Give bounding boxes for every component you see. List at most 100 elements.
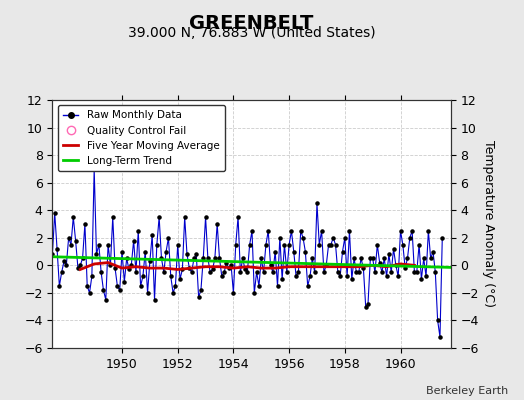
- Point: [232, 242, 240, 248]
- Point: [41, 259, 50, 266]
- Point: [320, 269, 328, 276]
- Point: [427, 255, 435, 262]
- Point: [391, 262, 400, 268]
- Point: [299, 234, 307, 241]
- Point: [225, 265, 233, 271]
- Point: [357, 255, 365, 262]
- Point: [436, 334, 444, 340]
- Point: [269, 269, 277, 276]
- Point: [92, 251, 101, 258]
- Point: [102, 296, 110, 303]
- Point: [194, 294, 203, 300]
- Point: [266, 262, 275, 268]
- Point: [125, 266, 133, 273]
- Point: [180, 214, 189, 220]
- Point: [173, 242, 182, 248]
- Point: [213, 221, 221, 227]
- Point: [259, 269, 268, 276]
- Point: [160, 269, 168, 276]
- Point: [81, 221, 89, 227]
- Point: [331, 242, 340, 248]
- Point: [324, 242, 333, 248]
- Point: [366, 255, 375, 262]
- Point: [371, 269, 379, 276]
- Point: [241, 266, 249, 273]
- Point: [306, 273, 314, 280]
- Point: [188, 269, 196, 276]
- Point: [362, 304, 370, 310]
- Legend: Raw Monthly Data, Quality Control Fail, Five Year Moving Average, Long-Term Tren: Raw Monthly Data, Quality Control Fail, …: [58, 105, 225, 171]
- Point: [380, 255, 388, 262]
- Point: [95, 242, 103, 248]
- Point: [433, 317, 442, 324]
- Point: [192, 251, 201, 258]
- Point: [209, 266, 217, 273]
- Point: [115, 287, 124, 293]
- Point: [58, 269, 66, 276]
- Point: [255, 283, 263, 289]
- Point: [403, 255, 412, 262]
- Point: [34, 258, 42, 264]
- Point: [261, 242, 270, 248]
- Point: [164, 234, 172, 241]
- Point: [136, 283, 145, 289]
- Point: [141, 248, 149, 255]
- Point: [303, 283, 312, 289]
- Point: [375, 259, 384, 266]
- Point: [385, 251, 393, 258]
- Point: [127, 262, 136, 268]
- Point: [290, 248, 298, 255]
- Point: [150, 296, 159, 303]
- Point: [69, 214, 78, 220]
- Point: [280, 242, 289, 248]
- Point: [236, 269, 245, 276]
- Point: [71, 237, 80, 244]
- Text: GREENBELT: GREENBELT: [189, 14, 314, 33]
- Point: [322, 262, 331, 268]
- Point: [347, 276, 356, 282]
- Point: [292, 273, 300, 280]
- Point: [39, 255, 47, 262]
- Point: [308, 255, 316, 262]
- Point: [250, 290, 258, 296]
- Point: [287, 228, 296, 234]
- Point: [364, 301, 372, 307]
- Point: [238, 255, 247, 262]
- Point: [399, 242, 407, 248]
- Point: [220, 269, 228, 276]
- Point: [74, 265, 82, 271]
- Point: [431, 269, 440, 276]
- Point: [420, 255, 428, 262]
- Point: [76, 262, 84, 268]
- Point: [50, 210, 59, 216]
- Point: [217, 273, 226, 280]
- Point: [196, 287, 205, 293]
- Point: [415, 242, 423, 248]
- Point: [167, 273, 175, 280]
- Point: [257, 255, 266, 262]
- Point: [55, 283, 63, 289]
- Point: [294, 269, 302, 276]
- Point: [248, 228, 256, 234]
- Point: [185, 265, 193, 271]
- Point: [326, 242, 335, 248]
- Point: [183, 251, 191, 258]
- Point: [99, 287, 107, 293]
- Point: [190, 255, 198, 262]
- Point: [46, 248, 54, 255]
- Point: [264, 228, 272, 234]
- Point: [417, 276, 425, 282]
- Point: [412, 269, 421, 276]
- Point: [355, 269, 363, 276]
- Text: Berkeley Earth: Berkeley Earth: [426, 386, 508, 396]
- Point: [229, 290, 237, 296]
- Point: [120, 279, 128, 285]
- Point: [373, 242, 381, 248]
- Point: [278, 276, 286, 282]
- Point: [339, 248, 347, 255]
- Point: [97, 269, 105, 276]
- Point: [359, 265, 367, 271]
- Point: [134, 228, 143, 234]
- Point: [178, 266, 187, 273]
- Point: [301, 248, 310, 255]
